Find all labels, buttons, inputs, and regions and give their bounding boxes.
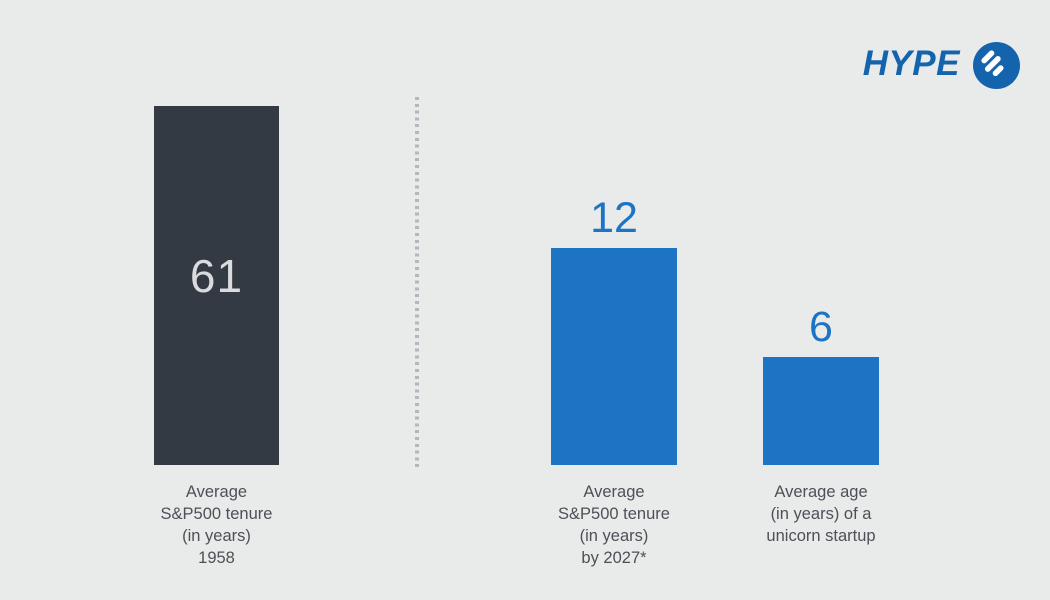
bar-value: 12 [590, 194, 638, 242]
bar: 6 Average age (in years) of a unicorn start… [763, 306, 879, 545]
bar-caption-line: (in years) [579, 527, 649, 545]
bar-caption: Average age (in years) of a unicorn startu… [706, 481, 936, 547]
bar-caption: Average S&P500 tenure (in years) by 2027* [499, 481, 729, 569]
bar-caption-line: S&P500 tenure [160, 505, 273, 523]
bar-caption-line: Average [185, 483, 248, 501]
bar-caption-line: (in years) of a [770, 505, 872, 523]
dotted-divider [415, 97, 419, 469]
bar-caption-line: unicorn startup [766, 527, 876, 545]
hype-logo-text: HYPE [862, 44, 960, 83]
hype-stripes-icon [973, 42, 1020, 89]
bar-value: 61 [189, 249, 244, 302]
bar: 61 Average S&P500 tenure (in years) 1958 [154, 106, 279, 567]
bar-caption-line: by 2027* [581, 549, 647, 567]
bar-caption-line: Average [583, 483, 645, 501]
bar-caption: Average S&P500 tenure (in years) 1958 [102, 481, 332, 569]
bar-caption-line: Average age [774, 483, 868, 501]
hype-logo: HYPE [863, 42, 1020, 89]
bar-caption-line: 1958 [198, 549, 235, 567]
bar-caption-line: (in years) [182, 527, 251, 545]
bar-caption-line: S&P500 tenure [558, 505, 670, 523]
bar: 12 Average S&P500 tenure (in years) by 2027* [551, 197, 677, 567]
bar-value: 6 [809, 303, 833, 351]
